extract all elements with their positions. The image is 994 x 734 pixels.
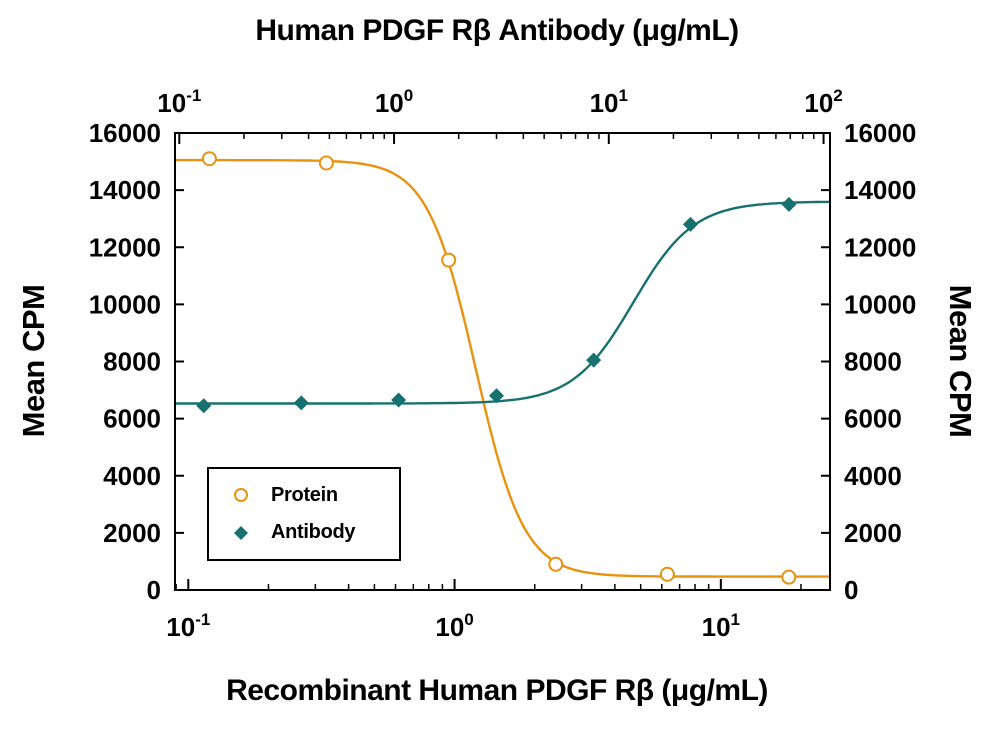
- svg-text:8000: 8000: [844, 347, 902, 377]
- legend: Protein Antibody: [207, 467, 401, 561]
- svg-text:101: 101: [702, 610, 740, 642]
- svg-text:12000: 12000: [89, 232, 161, 262]
- open-circle-icon: [231, 485, 251, 505]
- svg-text:10-1: 10-1: [157, 86, 201, 118]
- svg-text:102: 102: [804, 86, 842, 118]
- right-axis-title: Mean CPM: [943, 284, 978, 438]
- svg-text:10000: 10000: [844, 289, 916, 319]
- top-axis-title: Human PDGF Rβ Antibody (μg/mL): [255, 14, 739, 47]
- svg-text:6000: 6000: [103, 404, 161, 434]
- svg-text:10000: 10000: [89, 289, 161, 319]
- filled-diamond-icon: [231, 523, 251, 543]
- svg-text:14000: 14000: [844, 175, 916, 205]
- svg-text:0: 0: [844, 575, 858, 605]
- svg-text:4000: 4000: [844, 461, 902, 491]
- bottom-axis-title: Recombinant Human PDGF Rβ (μg/mL): [226, 674, 768, 707]
- svg-text:2000: 2000: [103, 518, 161, 548]
- svg-text:4000: 4000: [103, 461, 161, 491]
- svg-text:12000: 12000: [844, 232, 916, 262]
- left-axis-title: Mean CPM: [16, 284, 51, 438]
- legend-item-protein: Protein: [231, 484, 399, 507]
- svg-text:14000: 14000: [89, 175, 161, 205]
- svg-text:8000: 8000: [103, 347, 161, 377]
- svg-text:16000: 16000: [844, 118, 916, 148]
- svg-text:0: 0: [147, 575, 161, 605]
- svg-text:16000: 16000: [89, 118, 161, 148]
- svg-text:100: 100: [375, 86, 413, 118]
- legend-label-protein: Protein: [271, 483, 338, 506]
- legend-item-antibody: Antibody: [231, 521, 399, 544]
- svg-text:10-1: 10-1: [166, 610, 210, 642]
- svg-text:100: 100: [435, 610, 473, 642]
- svg-text:6000: 6000: [844, 404, 902, 434]
- legend-label-antibody: Antibody: [271, 521, 356, 544]
- svg-text:101: 101: [590, 86, 628, 118]
- svg-text:2000: 2000: [844, 518, 902, 548]
